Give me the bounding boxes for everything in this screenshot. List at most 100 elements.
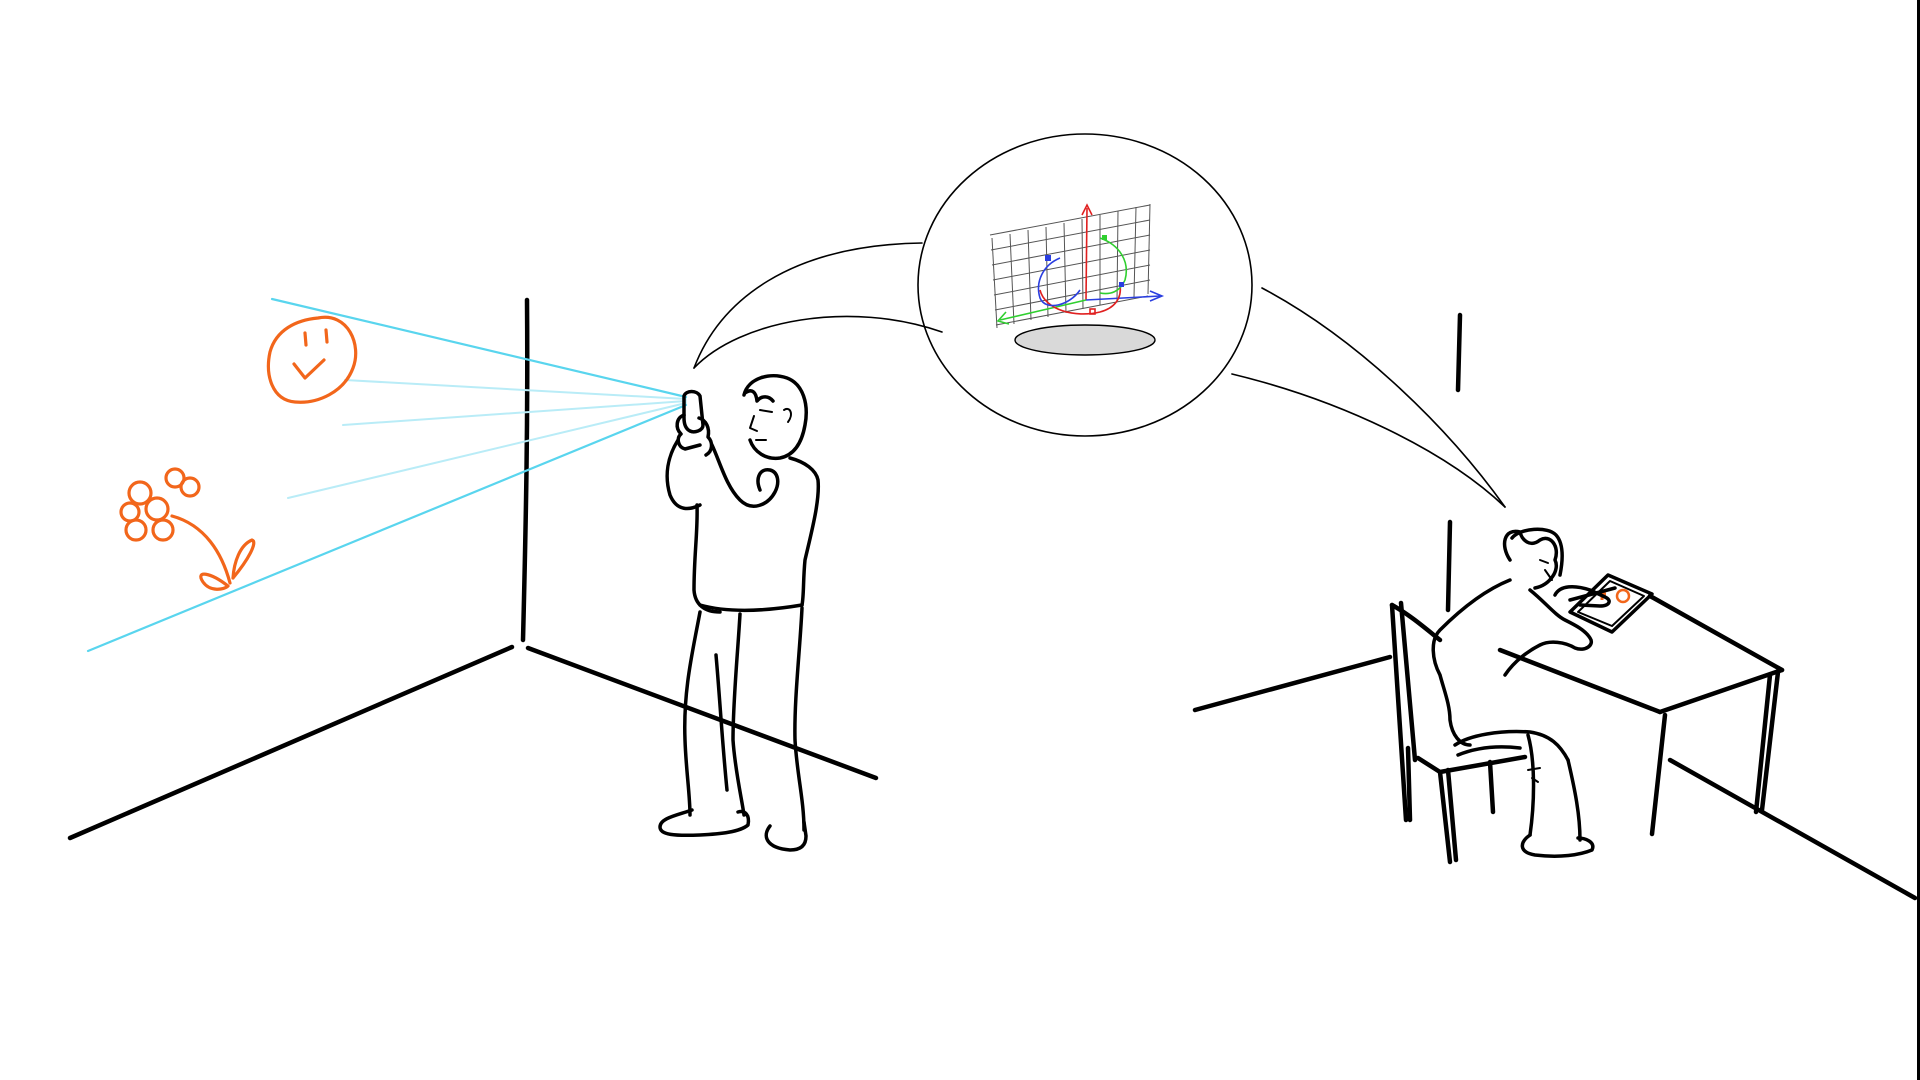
sitting-person-face	[1539, 559, 1553, 581]
gizmo-y-arrow	[1081, 203, 1093, 216]
right-wall-corner-upper	[1455, 312, 1463, 393]
sitting-person-shin	[1526, 733, 1582, 842]
standing-person-right-arm	[710, 443, 780, 508]
flower-petal-2	[164, 467, 186, 489]
sitting-person-thigh	[1453, 729, 1570, 762]
chair-back-right	[1398, 600, 1418, 763]
standing-person-right-foot	[764, 820, 808, 852]
gizmo-x-axis	[1085, 295, 1161, 301]
standing-person-right-leg	[793, 606, 806, 832]
right-room-corner	[1192, 312, 1918, 901]
smiley-eye-left	[303, 331, 308, 347]
ray-top	[270, 297, 688, 399]
flower-stem	[170, 514, 232, 585]
chair-leg-front-2	[1445, 767, 1459, 863]
gizmo-rotation-ring-green	[1099, 237, 1127, 295]
chair-leg-back	[1405, 745, 1413, 823]
gizmo-x-arrow	[1149, 290, 1165, 302]
standing-person	[658, 373, 821, 852]
standing-person-left-hand	[675, 413, 702, 451]
desk-leg-front	[1649, 712, 1668, 837]
smiley-mouth	[292, 358, 326, 380]
bubble-tail-left-lower	[693, 315, 943, 369]
left-floor-line-right	[525, 645, 879, 781]
ar-anchor-shadow	[1014, 324, 1156, 356]
standing-person-left-leg	[682, 610, 702, 817]
gizmo-y-axis	[1085, 207, 1088, 301]
standing-person-ear	[783, 408, 792, 423]
sitting-person-knee-mark	[1527, 767, 1541, 783]
gizmo-z-axis	[999, 299, 1087, 321]
smiley-outline	[266, 315, 358, 404]
right-floor-line-right	[1667, 757, 1918, 901]
sitting-person-hair	[1510, 527, 1564, 577]
right-wall-corner-lower	[1445, 519, 1453, 613]
chair-seat	[1415, 754, 1528, 775]
standing-person-left-foot	[658, 808, 751, 838]
standing-person-waist	[698, 603, 804, 612]
flower-petal-3	[179, 476, 201, 498]
bubble-tail-right-upper	[1261, 287, 1506, 508]
desk-leg-right-2	[1753, 672, 1773, 815]
tablet-smiley-mark	[1615, 588, 1631, 604]
standing-person-eye	[759, 409, 773, 413]
desk-leg-right-1	[1759, 669, 1781, 813]
ray-bottom	[86, 403, 688, 653]
desk-top-front	[1497, 647, 1663, 715]
ray-4	[287, 402, 687, 499]
flower-leaf-2	[231, 538, 256, 580]
bubble-tail-left-upper	[693, 242, 923, 369]
gizmo-z-arrow	[996, 311, 1010, 325]
right-floor-line-left	[1192, 654, 1393, 713]
flower-center	[144, 496, 170, 522]
standing-person-head	[742, 373, 808, 461]
projection-rays	[86, 297, 688, 653]
smiley-eye-right	[324, 328, 329, 344]
sitting-person	[1431, 527, 1617, 858]
chair-leg-right	[1487, 759, 1496, 815]
standing-person-torso-right	[788, 456, 821, 607]
ray-2	[344, 379, 687, 400]
chair-back-top	[1389, 602, 1443, 643]
ray-3	[342, 400, 687, 426]
flower-petal-1	[127, 480, 153, 506]
desk-top-back	[1647, 593, 1785, 673]
standing-person-nose	[749, 415, 758, 432]
standing-person-torso-left	[692, 503, 722, 614]
flower-petal-5	[124, 518, 148, 542]
standing-person-right-hand	[697, 416, 714, 457]
flower-petal-4	[119, 501, 141, 523]
smartphone-icon	[682, 389, 705, 434]
left-floor-line-left	[67, 644, 515, 841]
ar-transform-gizmo	[996, 203, 1165, 325]
canvas-right-edge	[1917, 0, 1920, 1080]
gizmo-handle-blue-2	[1119, 282, 1124, 287]
bubble-outline	[917, 133, 1253, 437]
chair-leg-front-1	[1437, 769, 1453, 865]
chair	[1389, 600, 1528, 865]
desk	[1497, 593, 1785, 837]
flower-drawing	[119, 467, 256, 591]
standing-person-hair	[743, 389, 775, 403]
sitting-person-arm	[1503, 588, 1593, 677]
gizmo-rotation-ring-red	[1039, 284, 1122, 315]
smiley-face-drawing	[266, 315, 358, 404]
gizmo-rotation-ring-blue	[1037, 257, 1081, 307]
chair-back-left	[1389, 602, 1409, 823]
flower-leaf-1	[199, 572, 230, 591]
gizmo-handle-green	[1102, 235, 1107, 240]
standing-person-left-arm	[665, 438, 702, 511]
sitting-person-back	[1431, 578, 1512, 747]
sitting-person-lap	[1456, 745, 1522, 757]
tablet-outline	[1568, 573, 1654, 634]
gizmo-handle-red	[1089, 308, 1096, 315]
flower-petal-6	[151, 518, 175, 542]
bubble-tail-right-lower	[1231, 373, 1506, 508]
sitting-person-pen	[1568, 586, 1617, 602]
ar-grid-plane	[989, 203, 1151, 329]
desk-top-right	[1657, 667, 1785, 715]
sitting-person-pen-hand	[1553, 584, 1611, 608]
gizmo-handle-blue	[1045, 255, 1051, 261]
